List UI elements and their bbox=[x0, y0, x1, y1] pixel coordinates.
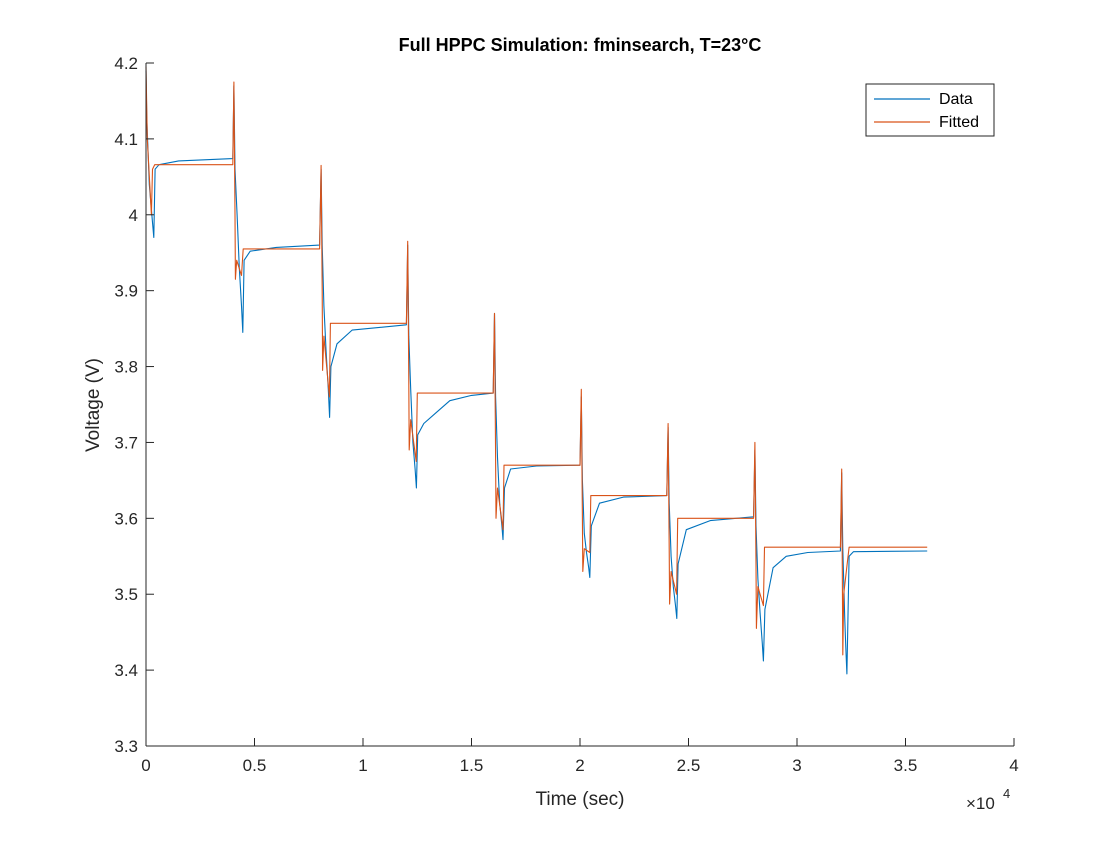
legend-fitted-label: Fitted bbox=[939, 114, 979, 131]
y-axis-title: Voltage (V) bbox=[83, 358, 104, 452]
x-tick-label: 1 bbox=[358, 756, 367, 775]
series-layer bbox=[145, 66, 928, 675]
x-tick-label: 2.5 bbox=[677, 756, 701, 775]
y-tick-label: 4 bbox=[129, 206, 138, 225]
x-tick-label: 3 bbox=[792, 756, 801, 775]
x-tick-label: 0 bbox=[141, 756, 150, 775]
x-axis-exponent-base: ×10 bbox=[966, 794, 995, 813]
legend-box bbox=[865, 83, 995, 137]
y-tick-label: 3.6 bbox=[114, 509, 138, 528]
plot-area bbox=[146, 63, 1014, 746]
series-line-fitted bbox=[145, 66, 928, 656]
legend-data-label: Data bbox=[939, 91, 973, 108]
x-axis-exponent-power: 4 bbox=[1003, 786, 1010, 801]
y-tick-label: 3.3 bbox=[114, 737, 138, 756]
y-tick-label: 3.8 bbox=[114, 358, 138, 377]
x-tick-label: 0.5 bbox=[243, 756, 267, 775]
x-axis-title: Time (sec) bbox=[535, 789, 624, 810]
y-tick-label: 4.1 bbox=[114, 130, 138, 149]
x-tick-label: 4 bbox=[1009, 756, 1018, 775]
axes-layer: 0 0.5 1 1.5 2 2.5 3 3.5 4 3.3 3.4 3.5 3.6 3.7 3.8 3.9 4 4… bbox=[114, 54, 1018, 775]
chart-title: Full HPPC Simulation: fminsearch, T=23°C bbox=[399, 35, 762, 55]
legend[interactable]: Data Fitted bbox=[865, 83, 995, 137]
y-tick-label: 3.7 bbox=[114, 433, 138, 452]
x-tick-label: 1.5 bbox=[460, 756, 484, 775]
x-axis-exponent: ×10 4 bbox=[966, 786, 1010, 813]
y-tick-label: 3.4 bbox=[114, 661, 138, 680]
x-tick-label: 2 bbox=[575, 756, 584, 775]
y-tick-label: 4.2 bbox=[114, 54, 138, 73]
y-tick-label: 3.9 bbox=[114, 282, 138, 301]
y-tick-label: 3.5 bbox=[114, 585, 138, 604]
x-tick-label: 3.5 bbox=[894, 756, 918, 775]
